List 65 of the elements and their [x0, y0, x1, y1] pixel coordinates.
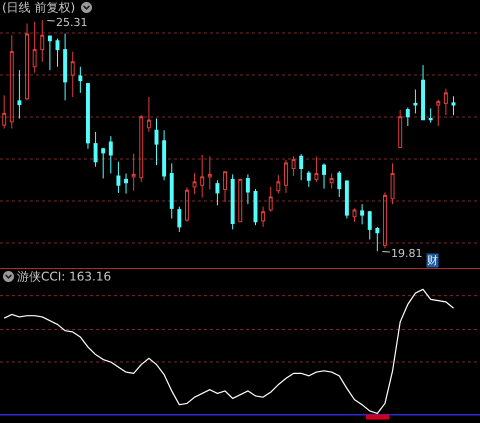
candlestick — [398, 110, 402, 148]
candlestick — [344, 180, 349, 219]
candlestick — [428, 108, 433, 124]
candlestick — [292, 156, 296, 177]
candlestick — [132, 153, 136, 192]
candlestick — [223, 171, 227, 203]
candlestick — [406, 107, 410, 127]
candlestick — [360, 204, 364, 225]
candlestick — [261, 206, 266, 228]
candlestick — [2, 94, 6, 130]
candlestick — [17, 70, 22, 119]
candlestick — [246, 174, 250, 205]
candlestick — [63, 33, 68, 101]
candlestick — [452, 96, 456, 116]
candlestick — [299, 154, 304, 181]
candlestick — [108, 136, 113, 174]
chart-title: 游侠CCI: 163.16 — [17, 269, 112, 284]
candlestick — [94, 131, 98, 168]
candlestick — [101, 147, 106, 180]
candlestick — [268, 186, 273, 212]
candlestick — [86, 82, 90, 150]
candlestick — [276, 174, 280, 194]
candlestick — [390, 162, 395, 205]
candlestick — [116, 161, 120, 194]
candlestick — [40, 20, 44, 62]
annotation: 19.81 — [391, 247, 422, 260]
candlestick — [306, 170, 311, 188]
chart-title: (日线 前复权) — [2, 0, 76, 14]
candlestick — [314, 156, 318, 182]
candlestick — [382, 192, 387, 249]
annotation: 25.31 — [56, 16, 88, 29]
candlestick — [413, 88, 418, 114]
candlestick — [162, 130, 166, 181]
candlestick — [322, 162, 326, 190]
candlestick — [230, 174, 235, 230]
candlestick — [78, 66, 82, 94]
candlestick — [352, 208, 356, 222]
candlestick — [154, 118, 158, 166]
candlestick — [375, 226, 380, 252]
candlestick — [70, 51, 75, 98]
candlestick — [124, 172, 128, 194]
candlestick — [25, 23, 29, 101]
candlestick — [215, 180, 220, 206]
candlestick — [368, 210, 372, 240]
text: 财 — [427, 254, 438, 267]
candlestick — [146, 96, 151, 132]
candlestick — [200, 154, 204, 198]
candlestick — [337, 170, 342, 198]
candlestick — [436, 99, 440, 127]
candlestick — [177, 206, 182, 232]
candlestick — [170, 162, 174, 219]
candlestick — [421, 64, 425, 121]
candlestick — [184, 186, 189, 222]
candlestick — [10, 34, 14, 130]
candlestick — [444, 88, 448, 116]
candlestick — [330, 172, 334, 190]
candlestick — [56, 38, 60, 68]
candlestick — [48, 34, 52, 71]
candlestick — [254, 188, 258, 226]
candlestick — [139, 114, 144, 182]
candlestick — [192, 172, 197, 195]
candlestick — [284, 160, 288, 194]
candlestick — [32, 21, 37, 74]
candlestick — [238, 178, 242, 222]
candlestick — [208, 156, 212, 190]
